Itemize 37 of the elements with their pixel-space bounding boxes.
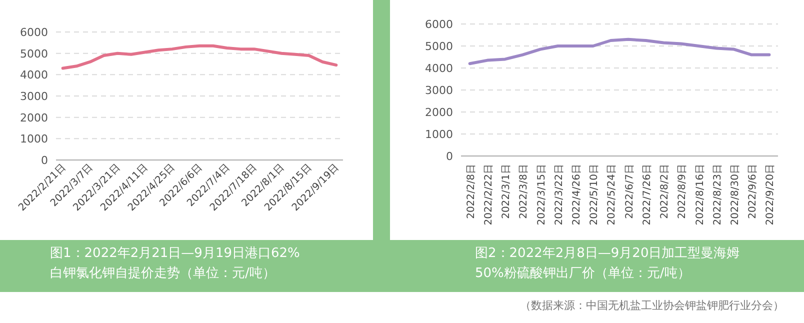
y-tick-label: 6000: [425, 18, 453, 31]
y-tick-label: 2000: [20, 111, 48, 124]
line-series: [61, 44, 338, 70]
x-tick-label: 2022/8/23日: [712, 164, 724, 226]
y-tick-label: 3000: [20, 90, 48, 103]
y-tick-label: 0: [446, 150, 453, 163]
text: （数据来源：中国无机盐工业协会钾盐钾肥行业分会）: [520, 298, 784, 313]
y-tick-label: 3000: [425, 84, 453, 97]
x-tick-label: 2022/9/20日: [765, 164, 776, 226]
x-tick-label: 2022/2/22日: [483, 164, 494, 226]
x-tick-label: 2022/5/10日: [589, 164, 600, 226]
y-tick-label: 4000: [20, 68, 48, 82]
x-tick-label: 2022/2/8日: [466, 164, 477, 219]
text: 图2：2022年2月8日—9月20日加工型曼海姆50%粉硫酸钾出厂价（单位：元/吨）: [475, 245, 741, 283]
y-tick-label: 1000: [425, 128, 453, 141]
x-tick-label: 2022/9/6日: [748, 164, 759, 219]
x-tick-label: 2022/4/26日: [571, 164, 582, 226]
x-tick-label: 2022/3/8日: [518, 164, 530, 219]
y-tick-label: 2000: [425, 106, 453, 119]
line-series: [468, 38, 771, 66]
y-tick-label: 5000: [425, 40, 453, 53]
x-tick-label: 2022/8/9日: [677, 164, 688, 219]
x-tick-label: 2022/3/1日: [501, 164, 512, 219]
y-tick-label: 6000: [20, 26, 48, 39]
y-tick-label: 1000: [20, 132, 48, 146]
text: 图1：2022年2月21日—9月19日港口62%白钾氯化钾自提价走势（单位：元/吨）: [50, 245, 301, 283]
y-tick-label: 0: [41, 154, 48, 167]
x-tick-label: 2022/6/7日: [624, 164, 636, 219]
y-tick-label: 4000: [425, 62, 453, 75]
x-tick-label: 2022/7/26日: [642, 164, 653, 226]
x-tick-label: 2022/5/24日: [606, 164, 618, 226]
x-tick-label: 2022/8/16日: [694, 164, 706, 226]
x-tick-label: 2022/3/22日: [554, 164, 565, 226]
y-tick-label: 5000: [20, 47, 48, 60]
x-tick-label: 2022/3/15日: [536, 164, 548, 226]
x-tick-label: 2022/8/30日: [730, 164, 741, 226]
x-tick-label: 2022/8/2日: [660, 164, 671, 219]
